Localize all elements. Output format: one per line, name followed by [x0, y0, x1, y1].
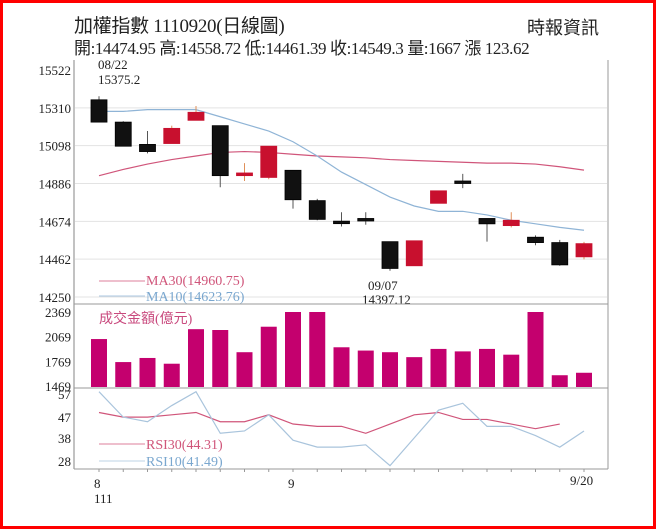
candle	[357, 212, 375, 225]
volume-tick-label: 1469	[45, 379, 71, 394]
annotation-high-value: 15375.2	[98, 72, 140, 87]
annotation-low-value: 14397.12	[362, 292, 411, 307]
rsi-tick-label: 28	[58, 454, 71, 469]
candle	[211, 125, 229, 188]
candle	[114, 121, 132, 147]
x-label-date-920: 9/20	[570, 473, 593, 488]
candle	[527, 235, 544, 246]
volume-bar	[188, 329, 204, 387]
volume-bar	[333, 347, 350, 387]
x-label-month-9: 9	[288, 476, 295, 491]
candle	[163, 125, 181, 144]
candle	[478, 218, 496, 242]
volume-bar	[576, 372, 592, 387]
candle	[333, 212, 350, 227]
candle	[236, 163, 253, 182]
volume-bar	[479, 348, 495, 387]
volume-bar	[527, 312, 544, 387]
candle	[139, 131, 156, 154]
volume-bar	[503, 354, 520, 387]
price-tick-label: 14674	[39, 214, 72, 229]
volume-bar	[357, 350, 374, 387]
rsi10-line	[98, 390, 585, 467]
candle	[284, 169, 302, 209]
candle	[260, 145, 278, 180]
volume-bar	[260, 326, 277, 387]
candle	[405, 240, 423, 267]
volume-bar	[139, 357, 156, 387]
volume-bar	[382, 352, 398, 387]
annotation-low-date: 09/07	[368, 278, 398, 293]
candle	[502, 212, 520, 228]
volume-bar	[309, 312, 326, 387]
volume-bar	[406, 357, 423, 387]
price-tick-label: 14886	[39, 177, 72, 192]
candle	[187, 106, 205, 121]
volume-bar	[285, 312, 301, 387]
candle	[381, 241, 399, 271]
volume-bar	[454, 351, 471, 387]
rsi10-legend: RSI10(41.49)	[146, 455, 223, 470]
volume-bar	[212, 330, 229, 387]
ma30-line	[98, 150, 585, 177]
volume-bars	[91, 312, 592, 387]
price-tick-label: 15310	[39, 101, 72, 116]
annotation-high-date: 08/22	[98, 57, 128, 72]
candle	[454, 173, 472, 189]
candle	[430, 190, 447, 204]
ma10-legend: MA10(14623.76)	[146, 290, 245, 305]
price-tick-label: 15098	[39, 139, 72, 154]
rsi-tick-label: 47	[58, 410, 72, 425]
rsi30-line	[98, 411, 560, 434]
ma10-line	[99, 109, 585, 231]
volume-bar	[430, 348, 447, 387]
volume-title: 成交金額(億元)	[99, 310, 193, 327]
price-tick-label: 15522	[39, 63, 72, 78]
candlesticks	[90, 96, 593, 271]
source-label: 時報資訊	[527, 18, 599, 38]
volume-tick-label: 1769	[45, 354, 71, 369]
rsi-panel: 57 47 38 28 RSI30(44.31) RSI10(41.49) 8 111…	[58, 387, 593, 506]
rsi-axis: 57 47 38 28	[58, 387, 72, 469]
price-tick-label: 14462	[39, 252, 72, 267]
ma30-legend: MA30(14960.75)	[146, 274, 245, 289]
ohlc-summary: 開:14474.95 高:14558.72 低:14461.39 收:14549…	[74, 39, 530, 58]
price-tick-label: 14250	[39, 290, 72, 305]
price-gridlines	[75, 107, 607, 298]
chart-title: 加權指數 1110920(日線圖)	[74, 16, 285, 37]
candle	[308, 198, 326, 221]
rsi30-legend: RSI30(44.31)	[146, 438, 223, 453]
volume-axis: 2369 2069 1769 1469	[45, 305, 71, 394]
rsi-tick-label: 57	[58, 387, 72, 402]
volume-bar	[163, 363, 180, 387]
price-panel: 15522 15310 15098 14886 14674 14462 14250 08/2…	[39, 57, 607, 307]
volume-bar	[551, 375, 568, 387]
candle	[90, 96, 108, 123]
volume-bar	[236, 352, 253, 387]
volume-tick-label: 2369	[45, 305, 71, 320]
volume-bar	[91, 339, 107, 387]
x-label-year-111: 111	[94, 491, 113, 506]
candle	[575, 241, 593, 260]
price-axis: 15522 15310 15098 14886 14674 14462 14250	[39, 63, 72, 305]
x-label-month-8: 8	[94, 476, 101, 491]
volume-tick-label: 2069	[45, 330, 71, 345]
volume-panel: 2369 2069 1769 1469 成交金額(億元)	[45, 305, 592, 394]
candle	[551, 239, 569, 266]
rsi-tick-label: 38	[58, 431, 71, 446]
volume-bar	[115, 362, 132, 387]
